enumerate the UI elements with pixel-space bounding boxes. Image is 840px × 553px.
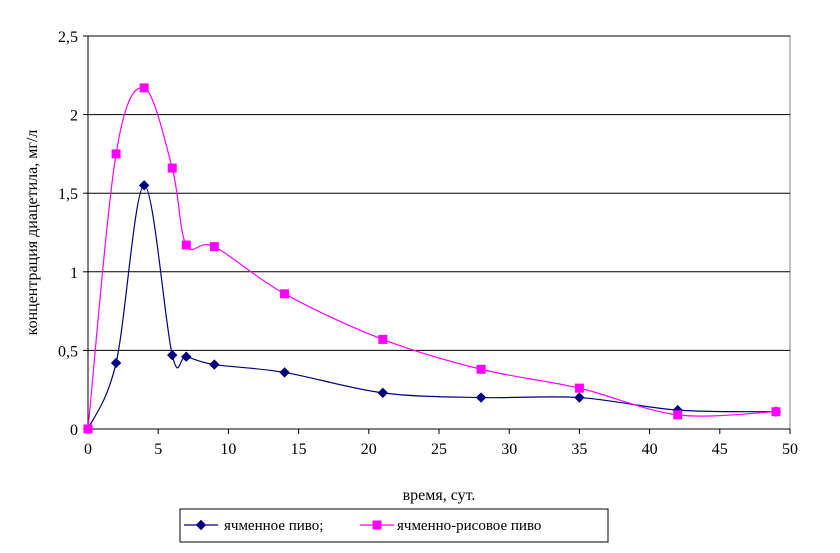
x-tick-label: 35 bbox=[571, 441, 587, 458]
legend-marker bbox=[372, 520, 382, 530]
data-point bbox=[181, 240, 191, 250]
data-point bbox=[771, 407, 781, 417]
plot-area bbox=[87, 35, 791, 430]
data-point bbox=[673, 410, 683, 420]
data-point bbox=[139, 83, 149, 93]
x-tick-label: 0 bbox=[84, 441, 92, 458]
x-tick-label: 5 bbox=[154, 441, 162, 458]
x-tick-label: 20 bbox=[361, 441, 377, 458]
legend: ячменное пиво; ячменно-рисовое пиво bbox=[179, 508, 609, 543]
data-point bbox=[574, 383, 584, 393]
y-tick-label: 1 bbox=[70, 265, 78, 282]
data-point bbox=[377, 387, 389, 399]
data-point bbox=[167, 163, 177, 173]
data-point bbox=[138, 180, 150, 191]
x-tick-label: 25 bbox=[431, 441, 447, 458]
series-2 bbox=[83, 83, 781, 434]
x-axis-title: время, сут. bbox=[403, 487, 476, 504]
gridlines bbox=[83, 35, 790, 430]
legend-label: ячменное пиво; bbox=[224, 518, 323, 534]
x-tick-label: 40 bbox=[642, 441, 658, 458]
y-tick-label: 0,5 bbox=[58, 343, 78, 360]
y-tick-labels: 0 0,5 1 1,5 2 2,5 bbox=[58, 29, 78, 439]
data-point bbox=[110, 357, 122, 369]
legend-marker bbox=[195, 519, 207, 531]
data-point bbox=[475, 392, 487, 403]
data-point bbox=[378, 334, 388, 344]
data-point bbox=[209, 359, 220, 370]
y-tick-label: 2 bbox=[70, 108, 78, 125]
x-tick-label: 50 bbox=[782, 441, 798, 458]
x-tick-label: 10 bbox=[220, 441, 236, 458]
x-tick-label: 45 bbox=[712, 441, 728, 458]
x-tick-label: 15 bbox=[291, 441, 307, 458]
x-tick-labels: 0 5 10 15 20 25 30 35 40 45 50 bbox=[84, 429, 798, 458]
data-point bbox=[476, 364, 486, 374]
data-point bbox=[111, 149, 121, 159]
data-point bbox=[279, 367, 290, 378]
legend-label: ячменно-рисовое пиво bbox=[397, 518, 541, 534]
x-tick-label: 30 bbox=[501, 441, 517, 458]
data-point bbox=[167, 349, 178, 361]
data-point bbox=[209, 242, 219, 252]
data-point bbox=[181, 351, 192, 362]
series-1 bbox=[82, 180, 782, 435]
series-line bbox=[87, 87, 776, 430]
data-point bbox=[280, 289, 290, 299]
series-group bbox=[82, 83, 782, 435]
y-tick-label: 2,5 bbox=[58, 29, 78, 46]
data-point bbox=[574, 392, 585, 403]
y-tick-label: 0 bbox=[70, 422, 78, 439]
y-tick-label: 1,5 bbox=[58, 186, 78, 203]
data-point bbox=[83, 424, 93, 434]
y-axis-title: концентрация диацетила, мг/л bbox=[24, 130, 41, 336]
